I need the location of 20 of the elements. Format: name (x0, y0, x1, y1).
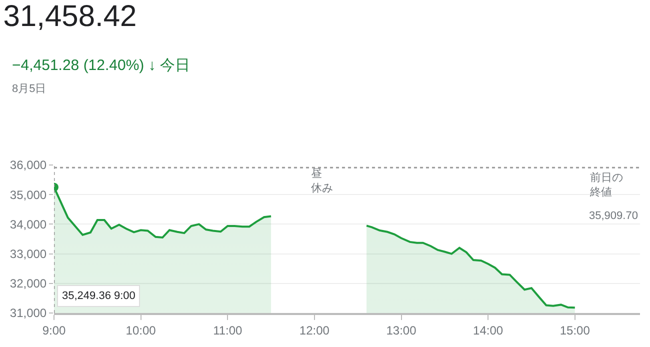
annotation: 昼休み (311, 168, 333, 194)
x-tick-label: 14:00 (473, 323, 504, 338)
x-tick-label: 10:00 (126, 323, 156, 338)
annotation: 35,909.70 (589, 210, 638, 222)
y-tick-label: 35,000 (10, 188, 47, 202)
ref-line-label: 前日の終値 (589, 172, 623, 198)
text: 8月5日 (12, 83, 46, 95)
x-tick-label: 9:00 (42, 323, 66, 338)
y-tick-label: 34,000 (10, 217, 47, 232)
y-tick-label: 36,000 (10, 158, 47, 172)
y-tick-label: 32,000 (10, 276, 47, 291)
chart-subtitle: −4,451.28 (12.40%) ↓ 今日 (12, 57, 190, 74)
x-tick-label: 11:00 (213, 323, 243, 338)
annotation: 35,249.36 9:00 (62, 290, 136, 302)
x-tick-label: 12:00 (299, 323, 330, 338)
y-tick-label: 31,000 (10, 306, 47, 320)
y-tick-label: 33,000 (10, 247, 47, 261)
chart-title: 31,458.42 (3, 0, 137, 34)
x-tick-label: 15:00 (560, 323, 590, 338)
x-tick-label: 13:00 (386, 323, 417, 338)
